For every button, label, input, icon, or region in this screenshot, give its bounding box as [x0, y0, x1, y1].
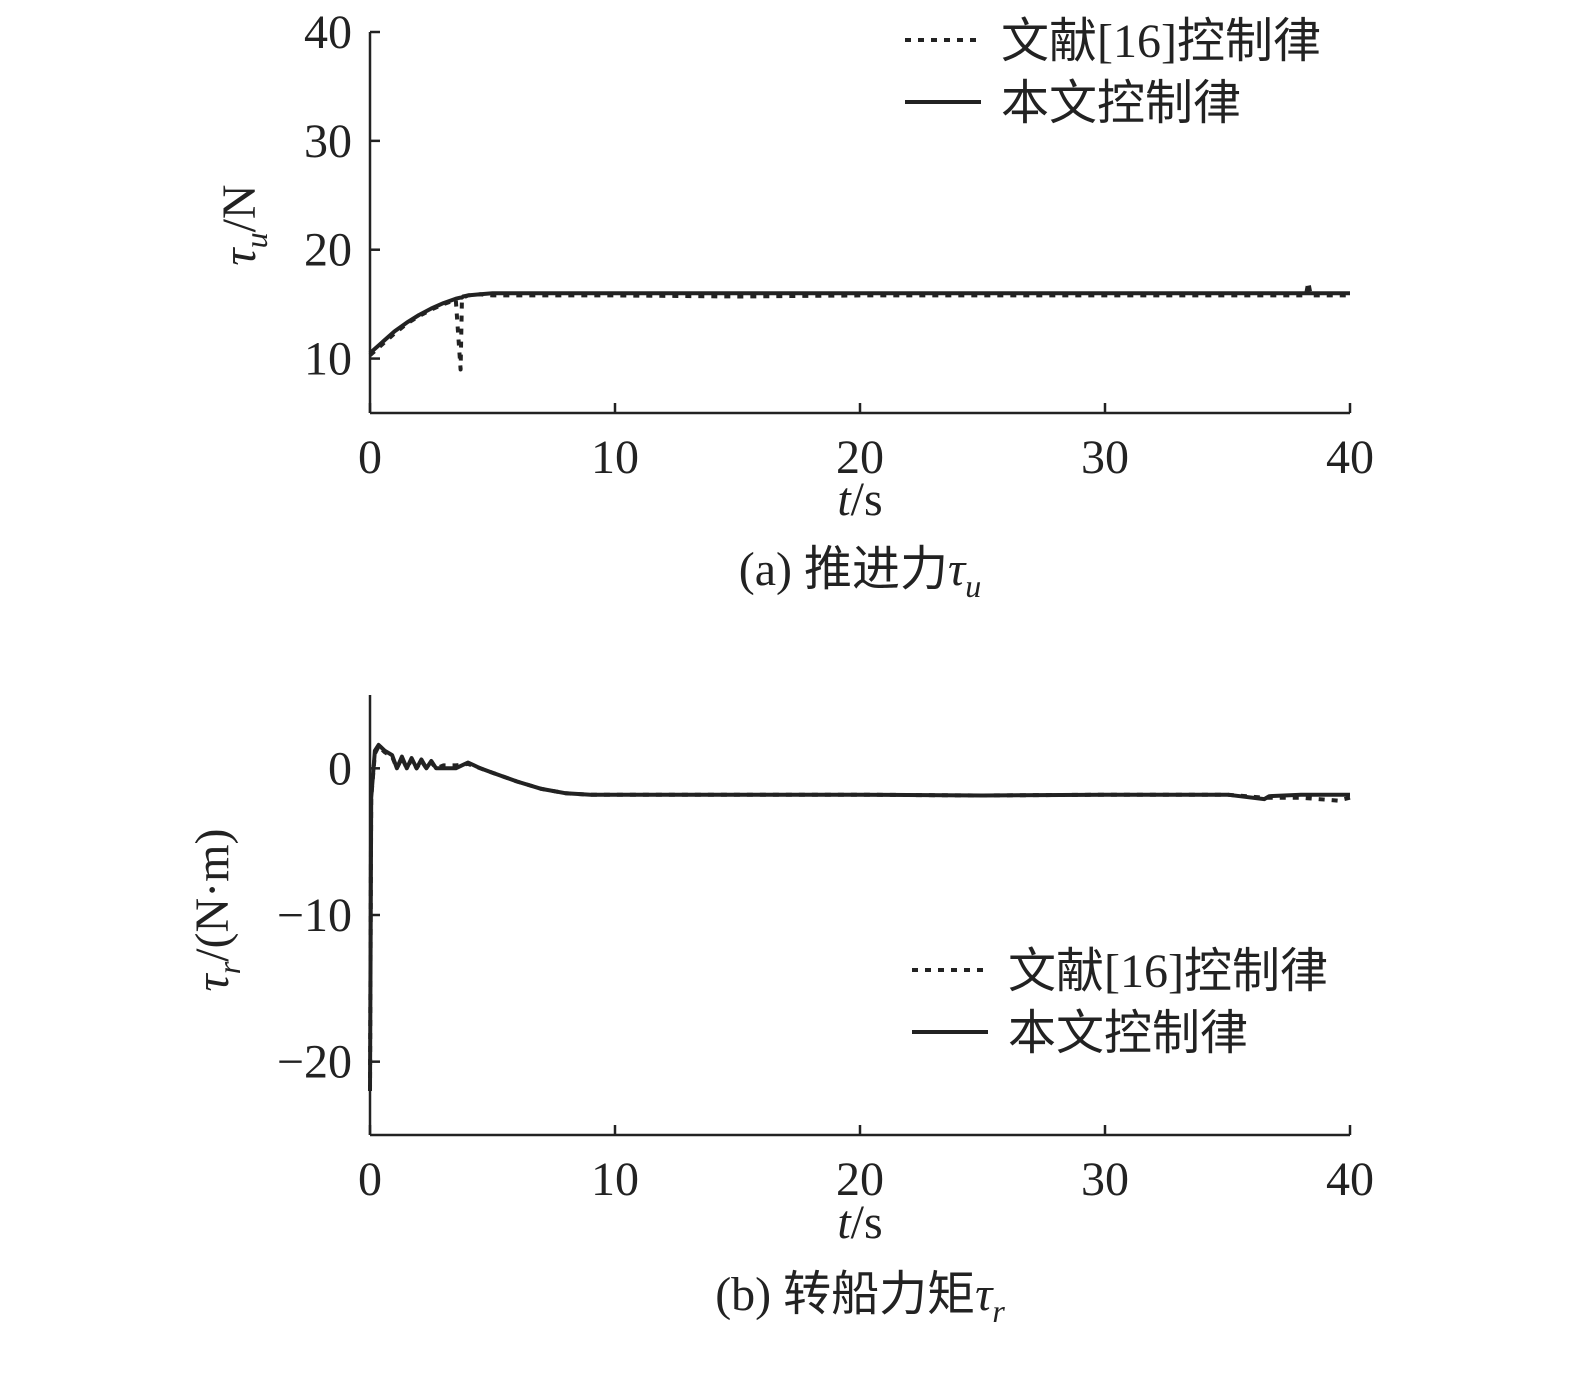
- legend-label: 本文控制律: [1001, 77, 1241, 130]
- caption: (b) 转船力矩τr: [715, 1268, 1005, 1329]
- caption-text: (a) 推进力: [739, 543, 948, 596]
- y-tick-label: 30: [304, 115, 352, 168]
- y-axis-label: τr/(N·m): [186, 829, 247, 992]
- x-tick-label: 0: [358, 1153, 382, 1206]
- y-label-subscript: r: [211, 961, 247, 974]
- x-tick-label: 40: [1326, 431, 1374, 484]
- y-label-unit: /(N·m): [186, 829, 239, 962]
- x-tick-label: 20: [836, 431, 884, 484]
- caption-text: (b) 转船力矩: [715, 1268, 975, 1321]
- x-label-unit: /s: [851, 473, 883, 526]
- y-label-symbol: τ: [213, 247, 266, 266]
- series-line: [368, 280, 1350, 372]
- y-tick-label: 0: [328, 742, 352, 795]
- legend-label: 文献[16]控制律: [1001, 15, 1321, 68]
- y-label-symbol: τ: [186, 972, 239, 991]
- series-line: [368, 742, 1350, 1092]
- y-tick-label: −20: [277, 1036, 352, 1089]
- caption-subscript: r: [992, 1293, 1005, 1329]
- x-axis-label: t/s: [837, 473, 882, 526]
- x-label-unit: /s: [851, 1196, 883, 1249]
- y-label-unit: /N: [213, 184, 266, 232]
- caption-subscript: u: [965, 568, 981, 604]
- y-tick-label: 10: [304, 333, 352, 386]
- x-tick-label: 10: [591, 1153, 639, 1206]
- x-tick-label: 40: [1326, 1153, 1374, 1206]
- x-tick-label: 20: [836, 1153, 884, 1206]
- x-tick-label: 0: [358, 431, 382, 484]
- x-label-symbol: t: [837, 1196, 852, 1249]
- x-tick-label: 30: [1081, 431, 1129, 484]
- x-axis-label: t/s: [837, 1196, 882, 1249]
- y-tick-label: −10: [277, 889, 352, 942]
- y-tick-label: 40: [304, 6, 352, 59]
- x-tick-label: 10: [591, 431, 639, 484]
- y-axis-label: τu/N: [213, 184, 274, 265]
- legend-label: 本文控制律: [1008, 1007, 1248, 1060]
- series-line: [368, 291, 1350, 355]
- y-tick-label: 20: [304, 224, 352, 277]
- caption-symbol: τ: [948, 543, 967, 596]
- x-tick-label: 30: [1081, 1153, 1129, 1206]
- y-label-subscript: u: [238, 232, 274, 248]
- caption-symbol: τ: [975, 1268, 994, 1321]
- x-label-symbol: t: [837, 473, 852, 526]
- caption: (a) 推进力τu: [739, 543, 981, 604]
- legend-label: 文献[16]控制律: [1008, 945, 1328, 998]
